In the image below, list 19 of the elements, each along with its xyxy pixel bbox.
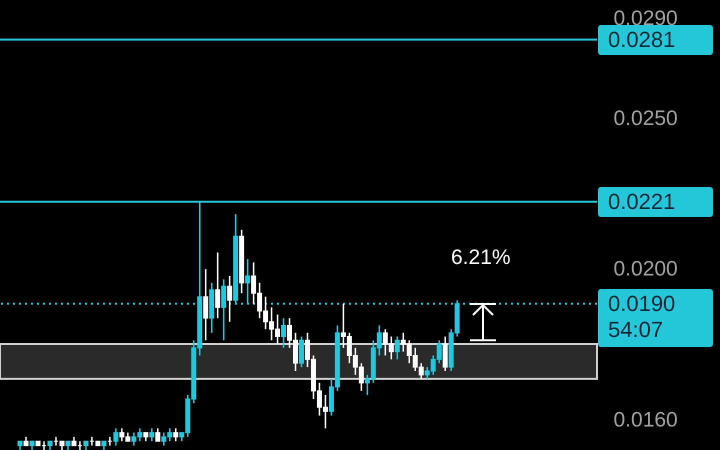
text: 54:07 [608,316,664,343]
y-tick-label: 0.0250 [614,107,678,130]
candlestick [221,278,226,342]
y-tick-label: 0.0160 [614,408,678,432]
ref-line-label: 0.0190 [608,290,676,317]
candlestick [155,428,160,442]
candlestick [203,268,208,342]
candlestick [281,317,286,349]
candlestick [298,336,304,368]
candlestick [113,428,118,446]
annotation: 6.21% [451,246,511,270]
candlestick [173,428,178,442]
candlestick [394,336,400,360]
candlestick [227,275,232,323]
ref-line-label: 0.0221 [608,188,676,215]
candlestick [149,428,154,442]
y-tick-label: 0.0200 [614,258,678,281]
candlestick [215,252,220,319]
candlestick [442,336,448,372]
